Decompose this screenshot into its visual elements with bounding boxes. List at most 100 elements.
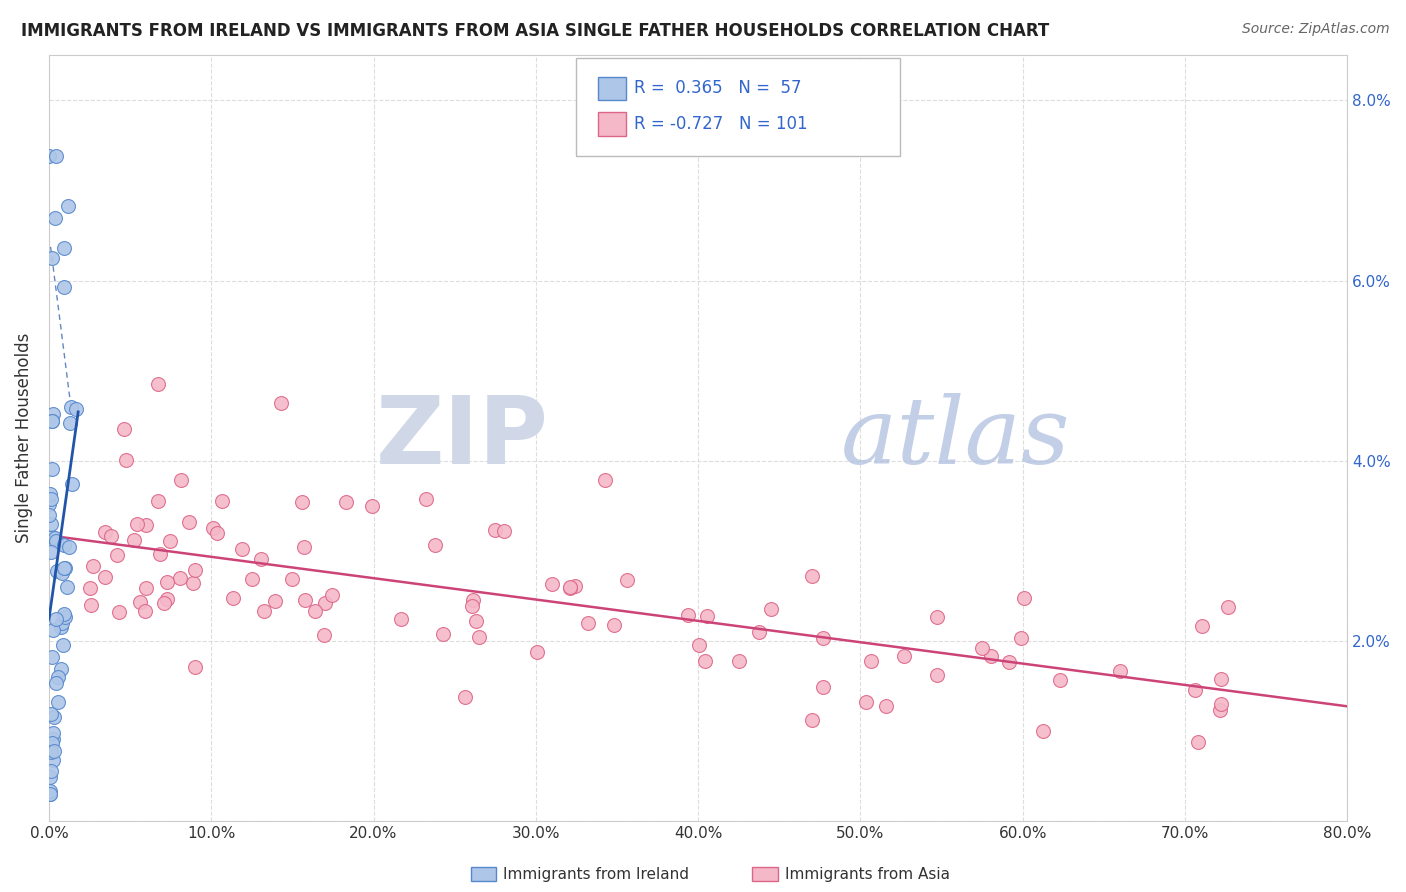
Point bbox=[391, 612, 413, 626]
Point bbox=[593, 473, 616, 487]
Point bbox=[1191, 619, 1213, 633]
Y-axis label: Single Father Households: Single Father Households bbox=[15, 333, 32, 543]
Point bbox=[893, 648, 915, 663]
Point bbox=[41, 414, 63, 428]
Point bbox=[39, 545, 62, 559]
Text: IMMIGRANTS FROM IRELAND VS IMMIGRANTS FROM ASIA SINGLE FATHER HOUSEHOLDS CORRELA: IMMIGRANTS FROM IRELAND VS IMMIGRANTS FR… bbox=[21, 22, 1049, 40]
Point bbox=[60, 400, 83, 414]
Point bbox=[602, 618, 624, 632]
Point bbox=[38, 497, 60, 511]
Point bbox=[52, 561, 75, 575]
Point bbox=[201, 521, 224, 535]
Point bbox=[52, 638, 75, 652]
Point bbox=[42, 744, 65, 758]
Point bbox=[51, 566, 73, 580]
Point bbox=[115, 452, 138, 467]
Text: atlas: atlas bbox=[841, 393, 1070, 483]
Point bbox=[304, 604, 326, 618]
Point bbox=[41, 251, 63, 265]
Point bbox=[564, 579, 586, 593]
Point bbox=[249, 552, 271, 566]
Point bbox=[970, 641, 993, 656]
Point bbox=[79, 581, 101, 595]
Point bbox=[728, 654, 751, 668]
Point bbox=[38, 508, 60, 522]
Point bbox=[801, 568, 824, 582]
Point bbox=[39, 787, 62, 801]
Point bbox=[39, 517, 62, 532]
Point bbox=[45, 148, 67, 162]
Point bbox=[100, 529, 122, 543]
Point bbox=[53, 609, 76, 624]
Point bbox=[314, 596, 336, 610]
Point bbox=[281, 573, 304, 587]
Point bbox=[44, 211, 66, 226]
Point bbox=[314, 627, 336, 641]
Point bbox=[980, 649, 1002, 664]
Point bbox=[155, 592, 177, 607]
Point bbox=[859, 654, 882, 668]
Point bbox=[127, 516, 149, 531]
Point bbox=[205, 526, 228, 541]
Point bbox=[1012, 591, 1035, 605]
Point bbox=[1032, 723, 1054, 738]
Point bbox=[41, 530, 63, 544]
Point bbox=[41, 414, 63, 428]
Point bbox=[464, 614, 486, 628]
Point bbox=[146, 376, 169, 391]
Text: ZIP: ZIP bbox=[375, 392, 548, 484]
Point bbox=[41, 649, 63, 664]
Point bbox=[415, 491, 437, 506]
Point bbox=[540, 576, 562, 591]
Point bbox=[696, 609, 718, 624]
Point bbox=[45, 612, 67, 626]
Text: R = -0.727   N = 101: R = -0.727 N = 101 bbox=[634, 115, 807, 133]
Point bbox=[484, 524, 506, 538]
Point bbox=[45, 564, 67, 578]
Point bbox=[1209, 673, 1232, 687]
Point bbox=[170, 473, 193, 487]
Point bbox=[94, 570, 117, 584]
Point bbox=[82, 559, 104, 574]
Point bbox=[38, 783, 60, 797]
Point bbox=[156, 575, 179, 590]
Point bbox=[360, 499, 382, 513]
Point bbox=[423, 537, 446, 551]
Point bbox=[45, 676, 67, 690]
Point bbox=[49, 620, 72, 634]
Point bbox=[576, 615, 599, 630]
Point bbox=[855, 695, 877, 709]
Point bbox=[58, 540, 80, 554]
Point bbox=[181, 575, 204, 590]
Point bbox=[60, 477, 83, 491]
Point bbox=[46, 695, 69, 709]
Point bbox=[813, 631, 835, 645]
Point bbox=[59, 416, 82, 430]
Text: Immigrants from Asia: Immigrants from Asia bbox=[785, 867, 949, 881]
Point bbox=[222, 591, 245, 606]
Point bbox=[53, 607, 76, 621]
Point bbox=[80, 598, 103, 612]
Point bbox=[264, 594, 287, 608]
Point bbox=[39, 788, 62, 802]
Point bbox=[108, 606, 131, 620]
Point bbox=[52, 241, 75, 255]
Point bbox=[526, 644, 548, 658]
Point bbox=[211, 494, 233, 508]
Point bbox=[148, 493, 170, 508]
Point bbox=[152, 597, 174, 611]
Point bbox=[135, 518, 157, 533]
Point bbox=[335, 495, 357, 509]
Point bbox=[51, 616, 73, 631]
Point bbox=[93, 524, 115, 539]
Point bbox=[759, 601, 782, 615]
Point bbox=[45, 533, 67, 548]
Point bbox=[1211, 697, 1233, 711]
Point bbox=[1208, 703, 1230, 717]
Point bbox=[53, 539, 76, 553]
Point bbox=[811, 680, 834, 694]
Point bbox=[294, 593, 316, 607]
Point bbox=[39, 764, 62, 779]
Point bbox=[1109, 664, 1132, 678]
Point bbox=[560, 580, 582, 594]
